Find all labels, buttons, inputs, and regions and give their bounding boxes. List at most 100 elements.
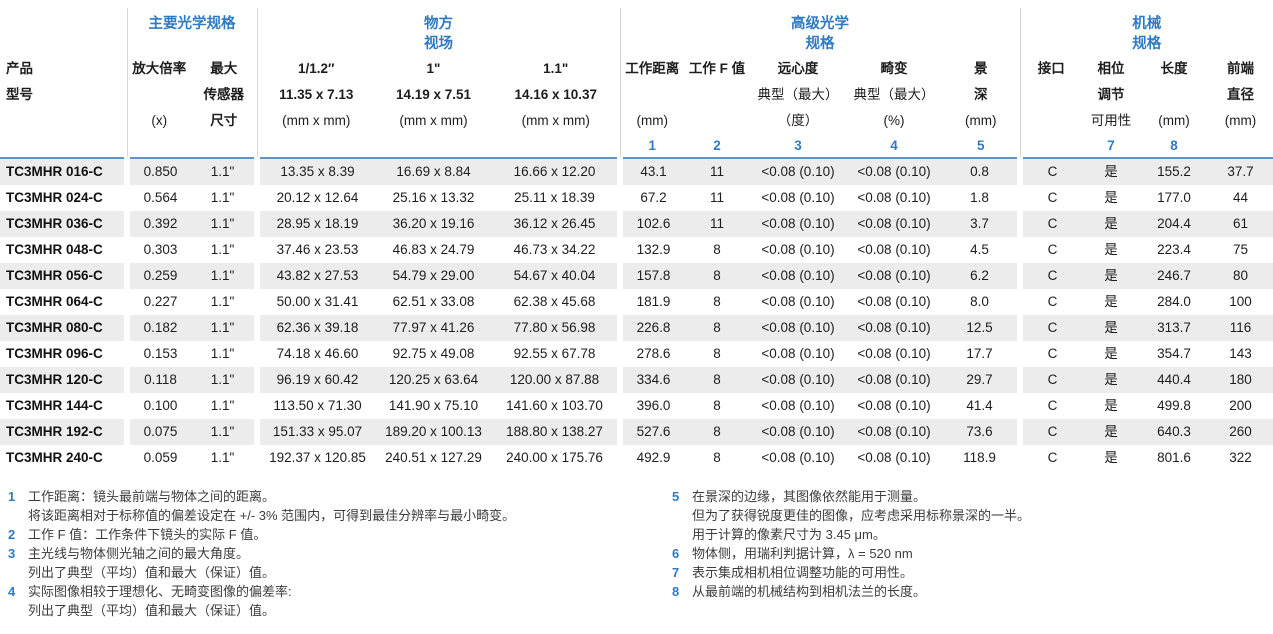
table-cell: 73.6 bbox=[942, 419, 1021, 445]
column-header-line: (mm) bbox=[1224, 113, 1257, 128]
column-header-line: (mm x mm) bbox=[282, 113, 351, 128]
table-cell: 1.1" bbox=[191, 419, 257, 445]
footnote-number: 7 bbox=[672, 565, 680, 580]
model-name-cell: TC3MHR 056-C bbox=[0, 263, 127, 289]
table-cell: 0.075 bbox=[124, 419, 191, 445]
footnote-text: 在景深的边缘，其图像依然能用于测量。 但为了获得锐度更佳的图像，应考虑采用标称景深… bbox=[692, 487, 1030, 544]
table-cell: <0.08 (0.10) bbox=[761, 190, 835, 205]
table-cell: 801.6 bbox=[1157, 450, 1191, 465]
table-cell: 0.182 bbox=[124, 315, 191, 341]
table-cell: 61 bbox=[1208, 211, 1273, 237]
column-header-line: (mm) bbox=[965, 113, 997, 128]
column-header-row: 产品 型号 放大倍率 (x) 最大 传感器 尺寸 1/1.2″ 11.35 x 7.13 (m… bbox=[0, 56, 1273, 134]
table-cell: 499.8 bbox=[1157, 398, 1191, 413]
column-header-line: 远心度 bbox=[777, 61, 819, 76]
footnote-ref-number bbox=[375, 134, 492, 159]
table-cell: 12.5 bbox=[942, 315, 1021, 341]
table-cell: <0.08 (0.10) bbox=[750, 315, 846, 341]
model-name-cell: TC3MHR 048-C bbox=[6, 242, 103, 257]
table-cell: 8 bbox=[684, 419, 750, 445]
table-cell: 46.73 x 34.22 bbox=[513, 242, 596, 257]
footnote-ref-number: 4 bbox=[846, 134, 942, 159]
column-header-line: 深 bbox=[974, 87, 988, 102]
footnote-text: 从最前端的机械结构到相机法兰的长度。 bbox=[692, 582, 1030, 601]
table-cell: 37.46 x 23.53 bbox=[254, 237, 375, 263]
column-group-header: 机械 规格 bbox=[1019, 8, 1273, 56]
column-header-line bbox=[684, 108, 750, 134]
table-cell: 120.25 x 63.64 bbox=[375, 367, 492, 393]
table-cell: 3.7 bbox=[942, 211, 1021, 237]
table-cell: 155.2 bbox=[1140, 158, 1209, 185]
table-cell: 192.37 x 120.85 bbox=[254, 445, 375, 471]
table-cell: C bbox=[1017, 419, 1083, 445]
model-name-cell: TC3MHR 096-C bbox=[6, 346, 103, 361]
model-name-cell: TC3MHR 016-C bbox=[0, 158, 127, 185]
table-cell: <0.08 (0.10) bbox=[846, 367, 942, 393]
table-cell: 是 bbox=[1082, 211, 1141, 237]
column-group-title: 机械 bbox=[1132, 16, 1162, 32]
table-cell: 1.1" bbox=[210, 190, 235, 205]
model-name-cell: TC3MHR 192-C bbox=[0, 419, 127, 445]
footnote: 6 物体侧，用瑞利判据计算，λ = 520 nm bbox=[672, 544, 1030, 563]
column-header-line: 前端 bbox=[1227, 61, 1255, 76]
column-header-line: 直径 bbox=[1227, 87, 1255, 102]
column-header-line bbox=[621, 82, 685, 108]
column-header: 长度 (mm) bbox=[1140, 56, 1208, 134]
table-cell: 396.0 bbox=[617, 393, 684, 419]
table-cell: <0.08 (0.10) bbox=[857, 346, 931, 361]
table-cell: 96.19 x 60.42 bbox=[254, 367, 375, 393]
table-cell: 180 bbox=[1208, 367, 1273, 393]
column-header: 1/1.2″ 11.35 x 7.13 (mm x mm) bbox=[256, 56, 375, 134]
table-cell: 1.1" bbox=[191, 263, 257, 289]
table-cell: C bbox=[1017, 211, 1083, 237]
table-cell: 0.850 bbox=[124, 158, 191, 185]
column-header-line: 型号 bbox=[6, 87, 33, 102]
table-cell: 151.33 x 95.07 bbox=[254, 419, 375, 445]
table-cell: 157.8 bbox=[617, 263, 684, 289]
column-header: 畸变 典型（最大） (%) bbox=[846, 56, 942, 134]
column-header-line: 14.19 x 7.51 bbox=[395, 87, 472, 102]
table-cell: C bbox=[1017, 289, 1083, 315]
column-header: 最大 传感器 尺寸 bbox=[191, 56, 257, 134]
table-cell: 440.4 bbox=[1140, 367, 1209, 393]
table-cell: <0.08 (0.10) bbox=[750, 367, 846, 393]
column-header-line: (mm x mm) bbox=[399, 113, 468, 128]
table-cell: 77.97 x 41.26 bbox=[375, 315, 492, 341]
footnotes-right-column: 5 在景深的边缘，其图像依然能用于测量。 但为了获得锐度更佳的图像，应考虑采用标称景… bbox=[664, 487, 1030, 620]
model-name-cell: TC3MHR 036-C bbox=[0, 211, 127, 237]
table-cell: 62.36 x 39.18 bbox=[254, 315, 375, 341]
footnote-ref-number: 2 bbox=[684, 134, 750, 159]
table-cell: 8 bbox=[713, 398, 721, 413]
column-header: 景深 (mm) bbox=[942, 56, 1020, 134]
column-header-line: (mm) bbox=[636, 113, 668, 128]
footnote-text: 表示集成相机相位调整功能的可用性。 bbox=[692, 563, 1030, 582]
table-cell: 1.1" bbox=[210, 346, 235, 361]
table-cell: 102.6 bbox=[617, 211, 684, 237]
table-cell: 226.8 bbox=[617, 315, 684, 341]
table-cell: C bbox=[1017, 315, 1083, 341]
table-cell: 0.100 bbox=[124, 393, 191, 419]
column-header-line bbox=[1021, 82, 1083, 108]
table-cell: <0.08 (0.10) bbox=[761, 242, 835, 257]
table-cell: 28.95 x 18.19 bbox=[254, 211, 375, 237]
column-header-line bbox=[0, 108, 127, 134]
table-cell: 36.20 x 19.16 bbox=[375, 211, 492, 237]
table-cell: 36.12 x 26.45 bbox=[492, 211, 620, 237]
table-cell: C bbox=[1017, 367, 1083, 393]
column-group-title: 高级光学 bbox=[791, 16, 849, 32]
table-cell: 54.67 x 40.04 bbox=[492, 263, 620, 289]
table-cell: <0.08 (0.10) bbox=[750, 263, 846, 289]
column-header-line: 可用性 bbox=[1090, 113, 1132, 128]
footnote-ref-number bbox=[256, 134, 375, 159]
table-cell: <0.08 (0.10) bbox=[761, 346, 835, 361]
column-header-line: 最大 bbox=[210, 61, 238, 76]
column-header-line: 景 bbox=[974, 61, 988, 76]
table-cell: 1.1" bbox=[191, 211, 257, 237]
table-cell: 240.00 x 175.76 bbox=[506, 450, 603, 465]
footnote-number: 6 bbox=[672, 546, 680, 561]
table-cell: <0.08 (0.10) bbox=[846, 315, 942, 341]
table-cell: 62.51 x 33.08 bbox=[392, 294, 475, 309]
footnote-ref-number bbox=[126, 134, 191, 159]
table-cell: 是 bbox=[1104, 346, 1118, 361]
footnote-number: 1 bbox=[8, 489, 16, 504]
